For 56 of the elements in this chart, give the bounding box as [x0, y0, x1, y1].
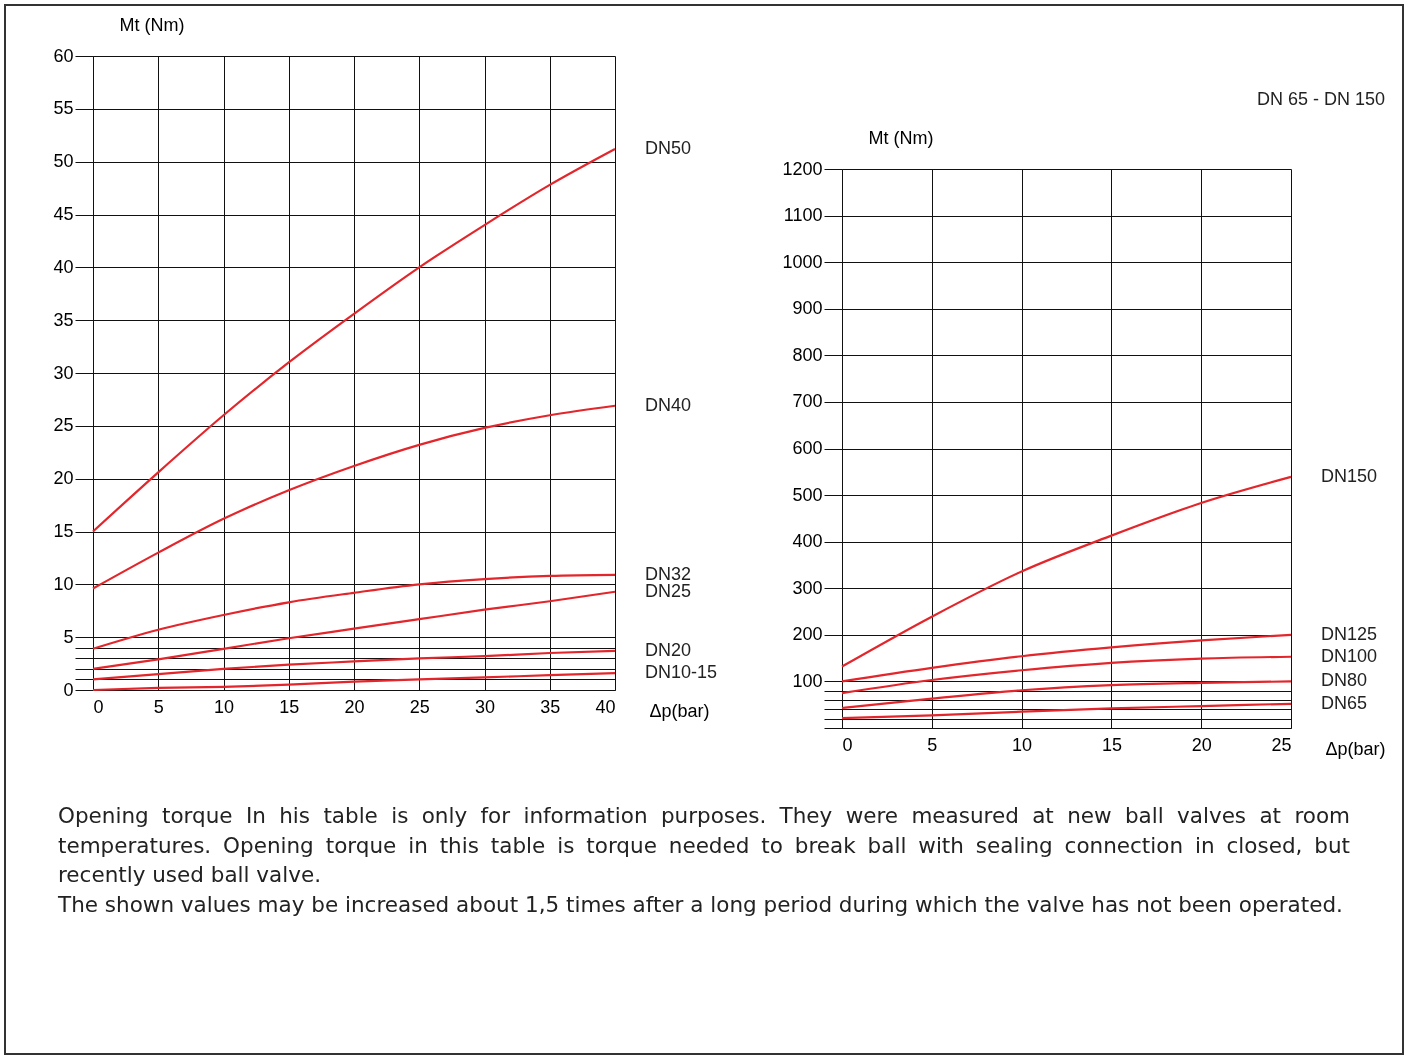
x-tick-label: 35 — [540, 696, 561, 717]
y-tick-label: 50 — [53, 151, 74, 172]
y-tick-label: 10 — [53, 573, 74, 594]
y-tick-label: 400 — [792, 531, 823, 552]
y-tick-label: 300 — [792, 577, 823, 598]
y-axis-title: Mt (Nm) — [868, 127, 934, 148]
x-tick-label: 0 — [842, 734, 853, 755]
y-tick-label: 800 — [792, 344, 823, 365]
series-label: DN150 — [1321, 465, 1378, 486]
y-tick-label: 25 — [53, 415, 74, 436]
series-label: DN100 — [1321, 645, 1378, 666]
series-label: DN125 — [1321, 623, 1378, 644]
x-tick-label: 25 — [1271, 734, 1292, 755]
y-tick-label: 5 — [63, 626, 74, 647]
y-tick-label: 1100 — [783, 205, 823, 226]
y-tick-label: 45 — [53, 204, 74, 224]
text: Opening torque In his table is only for information purposes. They were measured at new ball valves at room temperatures. Opening torque in this table is torque needed to break ball with sealing connection in closed, but recently used ball valve. — [58, 802, 1350, 889]
x-tick-label: 20 — [1191, 734, 1212, 755]
x-tick-label: 10 — [1012, 734, 1033, 755]
y-tick-label: 30 — [53, 362, 74, 383]
y-tick-label: 40 — [53, 256, 74, 277]
x-tick-label: 40 — [595, 696, 616, 717]
series-label: DN65 — [1321, 692, 1368, 713]
text: The shown values may be increased about 1,5 times after a long period during which the valve has not been operated. — [58, 890, 1344, 919]
y-tick-label: 0 — [63, 679, 74, 700]
y-tick-label: 60 — [53, 45, 74, 66]
y-tick-label: 15 — [53, 521, 74, 541]
series-label: DN80 — [1321, 670, 1368, 691]
x-tick-label: 5 — [153, 696, 164, 717]
x-tick-label: 20 — [344, 696, 365, 717]
series-label: DN40 — [645, 394, 692, 415]
chart-title: DN 65 - DN 150 — [1256, 89, 1386, 109]
x-tick-label: 25 — [409, 696, 430, 717]
x-tick-label: 15 — [279, 696, 300, 717]
y-tick-label: 35 — [53, 309, 74, 330]
y-tick-label: 600 — [792, 438, 823, 458]
y-tick-label: 1200 — [782, 158, 823, 179]
series-label: DN20 — [645, 639, 692, 660]
y-tick-label: 20 — [53, 468, 74, 489]
x-tick-label: 15 — [1101, 734, 1122, 755]
x-tick-label: 0 — [93, 696, 104, 717]
y-tick-label: 900 — [792, 298, 823, 319]
y-tick-label: 100 — [792, 670, 823, 691]
series-label: DN50 — [645, 137, 692, 158]
x-axis-title: Δp(bar) — [649, 700, 710, 721]
y-axis-title: Mt (Nm) — [119, 14, 185, 35]
series-label: DN10-15 — [645, 662, 718, 683]
y-tick-label: 200 — [792, 624, 823, 645]
y-tick-label: 700 — [792, 391, 823, 412]
x-tick-label: 5 — [927, 734, 938, 755]
y-tick-label: 1000 — [782, 251, 823, 272]
y-tick-label: 500 — [792, 484, 823, 505]
x-tick-label: 30 — [474, 696, 496, 717]
x-tick-label: 10 — [213, 696, 235, 717]
y-tick-label: 55 — [53, 98, 74, 119]
x-axis-title: Δp(bar) — [1325, 738, 1386, 759]
